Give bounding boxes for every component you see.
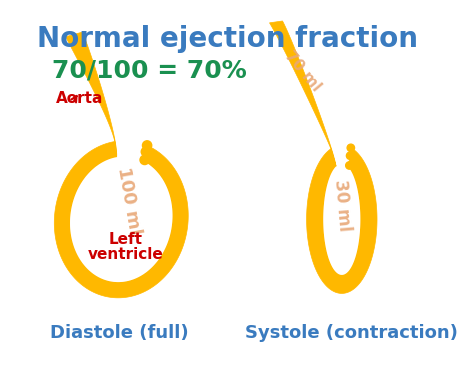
Polygon shape: [270, 21, 336, 166]
Text: Diastole (full): Diastole (full): [50, 324, 189, 342]
Circle shape: [346, 162, 353, 169]
Circle shape: [347, 144, 355, 152]
Text: 100 ml: 100 ml: [114, 165, 144, 236]
Text: Systole (contraction): Systole (contraction): [245, 324, 457, 342]
Circle shape: [141, 147, 151, 157]
Text: Aorta: Aorta: [56, 91, 104, 106]
Text: ventricle: ventricle: [88, 247, 164, 262]
Polygon shape: [70, 157, 173, 282]
Polygon shape: [323, 166, 360, 275]
Polygon shape: [66, 32, 117, 157]
Polygon shape: [55, 142, 188, 298]
Circle shape: [346, 152, 354, 159]
Circle shape: [140, 155, 149, 165]
Polygon shape: [307, 149, 377, 293]
Text: 70/100 = 70%: 70/100 = 70%: [52, 58, 246, 82]
Text: 30 ml: 30 ml: [330, 179, 353, 232]
Text: Normal ejection fraction: Normal ejection fraction: [37, 25, 419, 53]
Text: Left: Left: [109, 232, 143, 247]
Circle shape: [143, 141, 152, 150]
Text: 70 ml: 70 ml: [282, 48, 324, 94]
